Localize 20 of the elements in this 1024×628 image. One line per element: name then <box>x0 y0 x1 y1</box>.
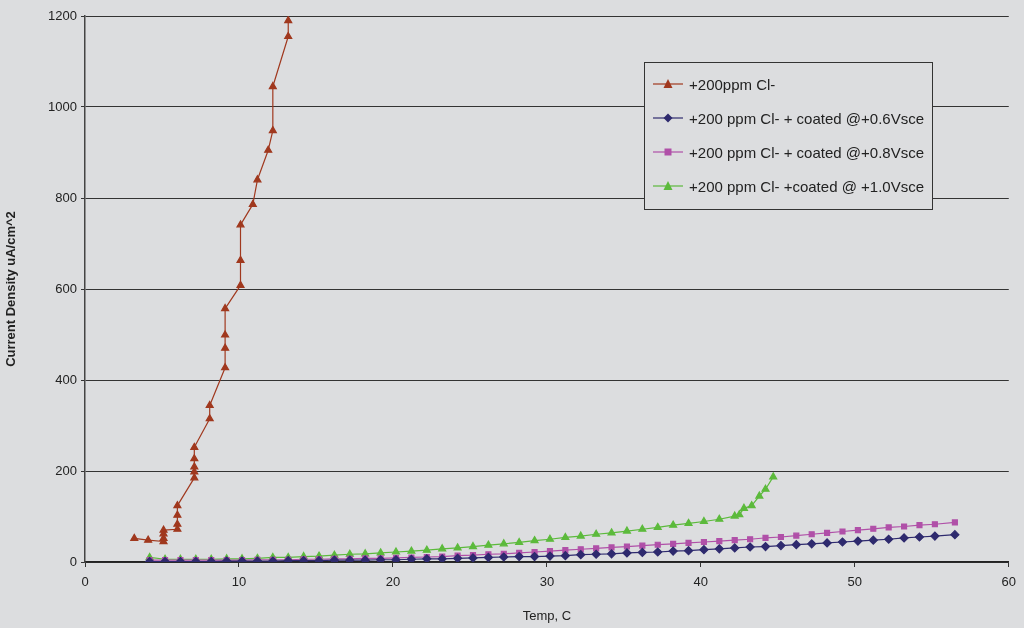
x-tick-label: 40 <box>693 574 709 590</box>
legend-label: +200 ppm Cl- + coated @+0.8Vsce <box>689 143 924 161</box>
x-tick-label: 10 <box>231 574 247 590</box>
legend-label: +200ppm Cl- <box>689 75 776 93</box>
x-tick-label: 60 <box>1001 574 1016 590</box>
legend-label: +200 ppm Cl- + coated @+0.6Vsce <box>689 109 924 127</box>
y-tick-label: 1200 <box>48 7 77 23</box>
y-tick-label: 400 <box>55 371 77 387</box>
x-tick-label: 30 <box>539 574 555 590</box>
y-tick-label: 600 <box>55 280 77 296</box>
x-tick-label: 20 <box>385 574 401 590</box>
legend-label: +200 ppm Cl- +coated @ +1.0Vsce <box>689 177 924 195</box>
y-tick-label: 1000 <box>48 98 77 114</box>
y-axis-title: Current Density uA/cm^2 <box>3 211 19 367</box>
x-tick-label: 0 <box>81 574 89 590</box>
y-tick-label: 200 <box>55 462 77 478</box>
x-axis-title: Temp, C <box>522 607 572 623</box>
y-tick-label: 0 <box>69 553 77 569</box>
x-tick-label: 50 <box>847 574 863 590</box>
y-tick-label: 800 <box>55 189 77 205</box>
